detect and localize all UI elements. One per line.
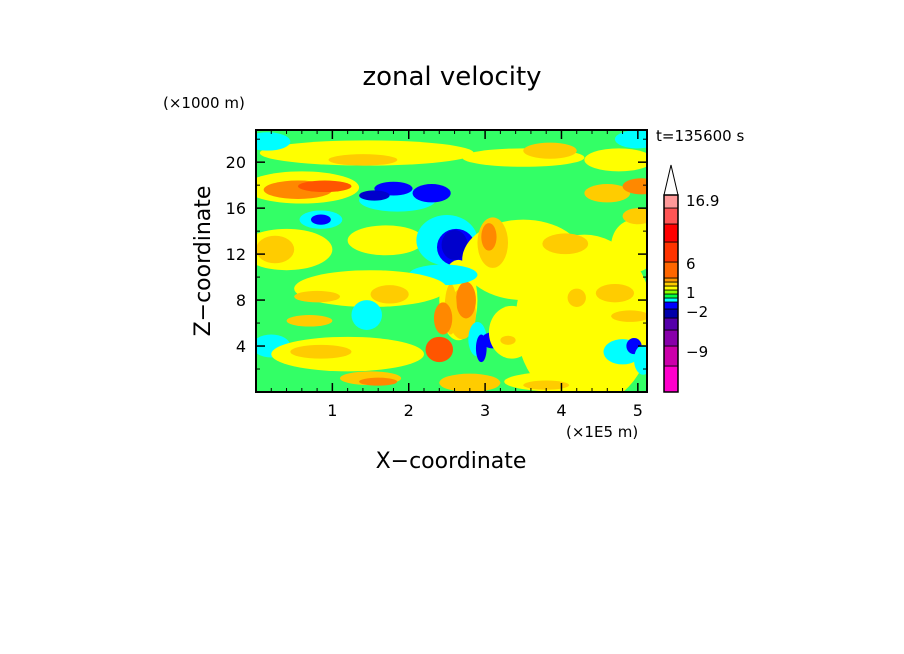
x-tick-label: 5 — [633, 401, 643, 420]
colorbar-level — [663, 261, 679, 279]
x-axis: 1 2 3 4 5 — [270, 130, 643, 420]
y-tick-label: 20 — [226, 153, 246, 172]
colorbar-label: 16.9 — [686, 192, 719, 210]
x-axis-title: X−coordinate — [376, 449, 527, 474]
y-unit-label: (×1000 m) — [163, 94, 245, 112]
x-tick-label: 3 — [480, 401, 490, 420]
velocity-contour-light_pos — [488, 305, 535, 359]
colorbar-label: −9 — [686, 343, 708, 361]
velocity-contour-pos — [595, 283, 635, 303]
colorbar-level — [663, 297, 679, 303]
velocity-contour-pos — [567, 288, 586, 307]
velocity-contour-very_pos — [298, 180, 352, 193]
velocity-contour-pos — [294, 290, 341, 303]
y-axis-title: Z−coordinate — [191, 186, 216, 337]
colorbar-level — [663, 289, 679, 295]
colorbar-frame — [663, 194, 679, 393]
colorbar-level — [663, 317, 679, 331]
colorbar-level — [663, 329, 679, 347]
velocity-contour-pos — [256, 235, 295, 264]
colorbar-label: −2 — [686, 303, 708, 321]
y-tick-label: 8 — [236, 291, 246, 310]
velocity-contour-light_neg — [351, 300, 383, 330]
colorbar-level — [663, 285, 679, 291]
y-axis: 4 8 12 16 20 — [226, 138, 647, 370]
velocity-contour-light_pos — [347, 225, 425, 256]
velocity-contour-light_neg — [256, 132, 291, 151]
velocity-contour-strong_pos — [456, 281, 476, 319]
velocity-contour-strong_pos — [622, 178, 647, 195]
colorbar-extend-arrow — [663, 164, 679, 196]
velocity-contour-pos — [500, 335, 516, 345]
colorbar-level — [663, 223, 679, 243]
velocity-contour-pos — [290, 344, 352, 359]
velocity-contour-pos — [584, 184, 631, 203]
time-label: t=135600 s — [656, 127, 744, 145]
velocity-contour-very_pos — [425, 336, 454, 363]
x-unit-label: (×1E5 m) — [566, 423, 638, 441]
colorbar-level — [663, 194, 679, 209]
colorbar-level — [663, 207, 679, 225]
colorbar-level — [663, 365, 679, 393]
velocity-field — [256, 130, 647, 392]
colorbar-level — [663, 345, 679, 367]
colorbar-label: 6 — [686, 255, 696, 273]
y-tick-label: 16 — [226, 199, 246, 218]
velocity-contour-strong_neg — [441, 229, 468, 260]
velocity-contour-pos — [622, 208, 647, 225]
velocity-contour-pos — [523, 380, 570, 390]
velocity-contour-pos — [611, 310, 647, 322]
x-tick-label: 4 — [556, 401, 566, 420]
velocity-contour-light_pos — [611, 219, 647, 273]
velocity-contour-strong_pos — [481, 223, 497, 251]
velocity-contour-neg — [412, 184, 451, 203]
velocity-contour-pos — [542, 233, 589, 255]
velocity-contour-strong_neg — [359, 190, 390, 201]
x-tick-label: 1 — [327, 401, 337, 420]
velocity-contour-light_neg — [634, 344, 647, 375]
plot-frame — [255, 129, 648, 393]
colorbar-level — [663, 293, 679, 299]
velocity-contour-pos — [523, 142, 577, 159]
velocity-contour-pos — [370, 285, 409, 304]
colorbar-level — [663, 277, 679, 283]
velocity-contour-light_pos — [584, 148, 647, 172]
colorbar-labels: 16.9 6 1−2 −9 — [686, 192, 719, 361]
y-tick-label: 4 — [236, 337, 246, 356]
velocity-contour-light_pos — [259, 140, 474, 166]
y-tick-label: 12 — [226, 245, 246, 264]
velocity-contour-pos — [328, 154, 398, 166]
colorbar-label: 1 — [686, 284, 696, 302]
velocity-contour-strong_pos — [433, 302, 453, 335]
velocity-contour-neg — [310, 214, 331, 225]
velocity-contour-light_neg — [614, 130, 647, 149]
colorbar — [663, 164, 679, 393]
colorbar-level — [663, 301, 679, 310]
velocity-contour-strong_pos — [359, 377, 398, 386]
velocity-contour-light_pos — [504, 371, 627, 392]
colorbar-level — [663, 308, 679, 319]
colorbar-level — [663, 281, 679, 287]
chart-title: zonal velocity — [362, 62, 541, 92]
colorbar-level — [663, 241, 679, 263]
velocity-contour-pos — [286, 315, 333, 327]
x-tick-label: 2 — [404, 401, 414, 420]
